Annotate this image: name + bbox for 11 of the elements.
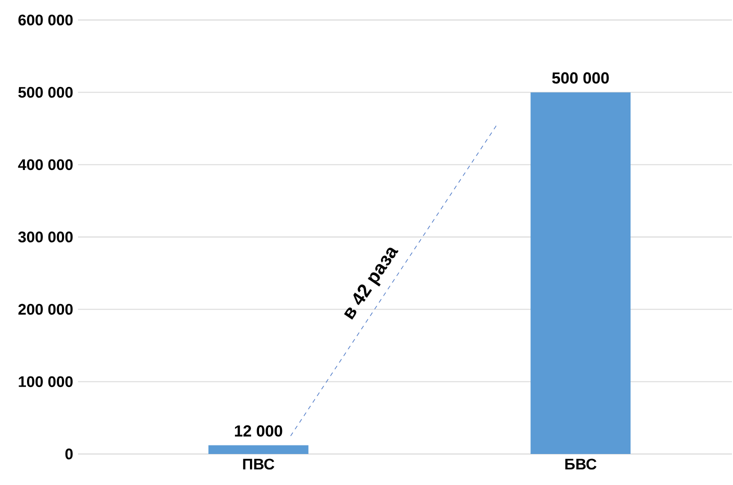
x-tick-label: ПВС: [243, 458, 274, 470]
y-tick-label: 500 000: [18, 86, 73, 98]
y-tick-label: 400 000: [18, 159, 73, 170]
y-tick-label: 600 000: [18, 14, 73, 26]
y-tick-label: 100 000: [18, 376, 73, 388]
y-tick-label: 200 000: [18, 304, 73, 315]
data-label: 500 000: [552, 72, 609, 84]
data-label: 12 000: [234, 425, 282, 437]
x-tick-label: БВС: [565, 458, 596, 470]
y-tick-label: 300 000: [18, 232, 73, 242]
y-tick-label: 0: [65, 448, 73, 460]
